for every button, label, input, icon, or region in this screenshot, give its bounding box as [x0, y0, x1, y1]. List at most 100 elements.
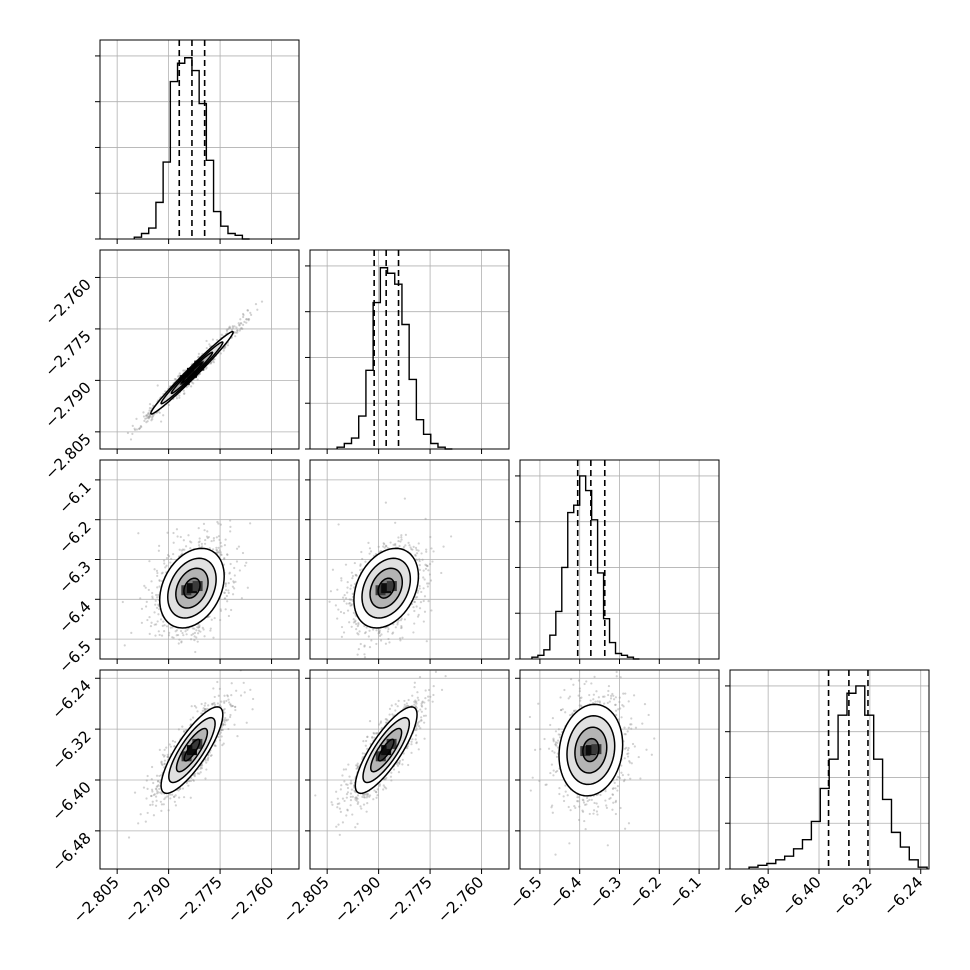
scatter-point: [196, 710, 199, 713]
scatter-point: [390, 779, 393, 782]
scatter-points: [121, 519, 252, 669]
scatter-point: [339, 788, 342, 791]
scatter-point: [427, 582, 430, 585]
scatter-points: [122, 300, 264, 449]
scatter-point: [386, 546, 389, 550]
scatter-point: [414, 699, 417, 702]
scatter-point: [380, 633, 383, 636]
scatter-point: [400, 626, 403, 630]
scatter-point: [397, 619, 400, 622]
scatter-point: [382, 788, 385, 791]
scatter-point: [155, 774, 159, 777]
scatter-point: [420, 705, 424, 708]
scatter-point: [366, 792, 369, 795]
scatter-point: [139, 426, 142, 430]
scatter-point: [198, 624, 201, 627]
scatter-point: [184, 728, 188, 732]
scatter-point: [376, 794, 379, 797]
scatter-point: [145, 797, 148, 800]
scatter-point: [150, 419, 153, 422]
scatter-point: [154, 603, 157, 606]
scatter-point: [158, 787, 161, 791]
scatter-point: [350, 782, 353, 785]
scatter-point: [350, 779, 353, 782]
scatter-point: [418, 607, 422, 610]
scatter-point: [251, 697, 255, 701]
scatter-point: [154, 804, 158, 807]
scatter-point: [234, 580, 237, 583]
scatter-point: [364, 631, 367, 634]
scatter-point: [357, 801, 360, 804]
scatter-point: [226, 553, 229, 556]
scatter-point: [384, 642, 387, 645]
scatter-point: [415, 595, 419, 599]
scatter-point: [201, 709, 204, 712]
scatter-point: [180, 640, 183, 643]
scatter-point: [140, 607, 144, 610]
density-core: [179, 374, 190, 385]
scatter-point: [182, 539, 185, 542]
scatter-point: [175, 634, 178, 637]
scatter-point: [365, 796, 368, 799]
scatter-point: [220, 728, 223, 732]
scatter-point: [592, 812, 595, 815]
scatter-point: [367, 541, 370, 544]
scatter-point: [229, 530, 232, 533]
scatter-point: [394, 709, 397, 712]
scatter-point: [162, 803, 165, 806]
scatter-point: [138, 427, 141, 430]
scatter-point: [142, 411, 145, 414]
scatter-point: [231, 593, 235, 596]
scatter-point: [174, 804, 178, 807]
scatter-point: [236, 331, 239, 334]
scatter-point: [242, 315, 245, 319]
scatter-point: [190, 541, 193, 544]
scatter-point: [343, 600, 346, 603]
scatter-point: [142, 786, 146, 789]
scatter-point: [140, 425, 143, 428]
scatter-point: [414, 701, 417, 704]
scatter-point: [314, 794, 317, 797]
scatter-point: [417, 725, 421, 728]
x-tick-label: −6.24: [880, 873, 926, 919]
scatter-point: [390, 771, 393, 774]
scatter-point: [130, 667, 132, 669]
scatter-point: [416, 696, 419, 699]
scatter-point: [214, 744, 217, 748]
scatter-point: [351, 592, 354, 595]
scatter-point: [394, 544, 397, 547]
scatter-point: [406, 745, 409, 748]
scatter-point: [359, 564, 362, 567]
scatter-point: [155, 623, 158, 626]
scatter-point: [139, 425, 142, 428]
scatter-point: [158, 579, 161, 582]
scatter-point: [213, 744, 216, 747]
scatter-point: [226, 553, 229, 556]
scatter-point: [425, 548, 428, 551]
scatter-point: [427, 688, 431, 692]
scatter-point: [242, 313, 245, 317]
scatter-point: [169, 626, 172, 629]
scatter-point: [158, 774, 161, 778]
scatter-point: [359, 642, 362, 646]
scatter-point: [196, 640, 199, 643]
scatter-point: [432, 693, 435, 697]
scatter-point: [192, 382, 195, 385]
scatter-point: [192, 632, 195, 635]
scatter-point: [377, 630, 381, 633]
scatter-point: [178, 787, 182, 791]
scatter-point: [160, 572, 163, 575]
scatter-point: [421, 558, 424, 561]
y-tick-label: −6.3: [55, 558, 94, 597]
scatter-point: [194, 650, 197, 654]
scatter-point: [223, 543, 227, 547]
scatter-point: [183, 730, 186, 733]
contour-line: [180, 361, 204, 384]
scatter-point: [423, 578, 426, 581]
scatter-point: [144, 820, 147, 823]
scatter-point: [355, 628, 358, 631]
scatter-point: [146, 618, 149, 622]
scatter-point: [200, 702, 203, 706]
scatter-point: [157, 593, 160, 597]
scatter-point: [403, 703, 406, 706]
